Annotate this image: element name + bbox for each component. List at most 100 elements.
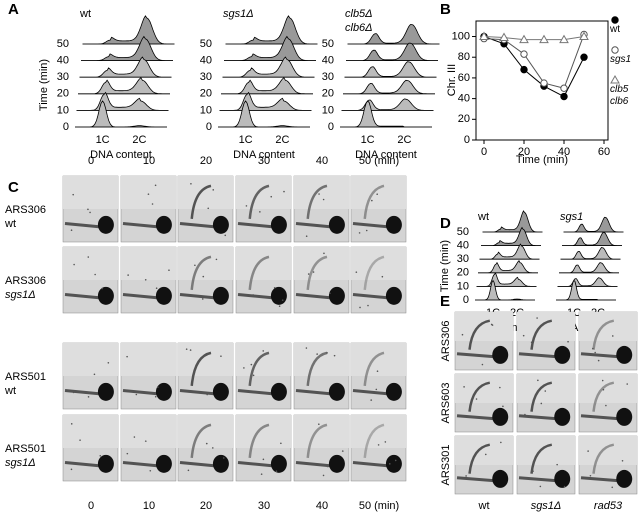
gel-dot bbox=[207, 207, 210, 210]
marker bbox=[610, 74, 620, 84]
gel-dot bbox=[358, 232, 361, 234]
gel-arc bbox=[248, 184, 270, 220]
gel-shade bbox=[121, 415, 176, 448]
gel-dot bbox=[93, 373, 96, 376]
gel-spot bbox=[97, 215, 114, 234]
gel-dot bbox=[376, 370, 379, 373]
gel-dot bbox=[70, 423, 73, 425]
gel-image bbox=[62, 414, 119, 482]
row-label: ARS501 bbox=[5, 443, 46, 455]
gel-dot bbox=[532, 470, 534, 472]
gel-image bbox=[235, 342, 292, 410]
histogram-trace bbox=[225, 15, 318, 45]
gel-shade bbox=[517, 436, 575, 465]
gel-image bbox=[235, 414, 292, 482]
gel-shade bbox=[579, 436, 637, 465]
gel-dot bbox=[359, 306, 361, 309]
gel-dot bbox=[147, 193, 150, 195]
gel-shade bbox=[351, 343, 406, 376]
gel-dot bbox=[365, 229, 368, 232]
column-label: 10 bbox=[143, 155, 155, 167]
histogram-trace bbox=[75, 100, 167, 128]
gel-image bbox=[62, 342, 119, 410]
gel-shade bbox=[351, 247, 406, 280]
gel-dot bbox=[307, 273, 310, 275]
gel-dot bbox=[316, 353, 318, 355]
gel-dot bbox=[273, 287, 276, 289]
gel-spot bbox=[554, 407, 571, 426]
y-tick-label: 10 bbox=[200, 104, 212, 116]
gel-dot bbox=[381, 275, 384, 278]
gel-dot bbox=[187, 469, 190, 472]
gel-spot bbox=[385, 382, 402, 401]
histogram-trace bbox=[476, 272, 537, 287]
y-tick-label: 80 bbox=[458, 51, 470, 63]
histogram-trace bbox=[560, 247, 621, 260]
gel-spot bbox=[97, 454, 114, 473]
y-axis-label: Chr. III bbox=[446, 64, 458, 96]
marker bbox=[479, 31, 489, 41]
gel-dot bbox=[481, 363, 484, 366]
column-label: 20 bbox=[200, 155, 212, 167]
gel-dot bbox=[94, 273, 96, 276]
gel-dot bbox=[126, 452, 129, 455]
x-tick-label: 2C bbox=[275, 134, 289, 146]
gel-dot bbox=[567, 340, 569, 343]
marker bbox=[539, 34, 549, 44]
legend-entry: clb5 clb6 bbox=[610, 84, 628, 107]
y-tick-label: 20 bbox=[322, 88, 334, 100]
gel-dot bbox=[101, 287, 103, 290]
gel-dot bbox=[341, 450, 344, 452]
gel-dot bbox=[594, 351, 596, 354]
histogram-trace bbox=[343, 79, 435, 95]
gel-spot bbox=[155, 215, 172, 234]
x-tick-label: 0 bbox=[481, 146, 487, 158]
gel-spot bbox=[212, 286, 229, 305]
row-label: wt bbox=[4, 385, 16, 397]
row-label: ARS306 bbox=[5, 275, 46, 287]
gel-image bbox=[177, 246, 234, 314]
gel-dot bbox=[611, 335, 614, 337]
histogram-trace bbox=[556, 279, 616, 301]
y-tick-label: 10 bbox=[457, 280, 469, 292]
gel-dot bbox=[305, 347, 308, 349]
gel-arc bbox=[190, 184, 212, 220]
gel-dot bbox=[99, 454, 102, 457]
gel-arc bbox=[530, 443, 553, 474]
marker bbox=[519, 34, 529, 44]
histogram-trace bbox=[341, 98, 434, 111]
panel-label: E bbox=[440, 293, 450, 310]
column-label: 0 bbox=[88, 155, 94, 167]
gel-dot bbox=[270, 195, 273, 198]
gel-spot bbox=[492, 345, 509, 364]
gel-spot bbox=[492, 469, 509, 488]
gel-shade bbox=[351, 415, 406, 448]
gel-dot bbox=[611, 486, 614, 489]
gel-spot bbox=[616, 345, 633, 364]
column-label: 50 (min) bbox=[359, 155, 399, 167]
gel-spot bbox=[270, 382, 287, 401]
gel-image bbox=[578, 435, 638, 495]
gel-image bbox=[62, 175, 119, 243]
gel-image bbox=[454, 373, 514, 433]
x-axis-label: DNA content bbox=[90, 149, 152, 161]
gel-dot bbox=[215, 258, 218, 261]
gel-dot bbox=[260, 473, 263, 475]
gel-dot bbox=[602, 388, 605, 391]
gel-spot bbox=[328, 382, 345, 401]
gel-image bbox=[516, 373, 576, 433]
gel-arc bbox=[468, 319, 491, 350]
x-tick-label: 1C bbox=[239, 134, 253, 146]
gel-dot bbox=[154, 395, 157, 398]
gel-dot bbox=[597, 359, 600, 362]
legend-entry: sgs1 bbox=[610, 54, 631, 65]
gel-dot bbox=[206, 393, 208, 396]
gel-dot bbox=[283, 190, 285, 193]
y-tick-label: 0 bbox=[63, 121, 69, 133]
histogram-trace bbox=[340, 100, 432, 128]
gel-dot bbox=[355, 271, 358, 273]
histogram-trace bbox=[82, 15, 175, 45]
gel-dot bbox=[250, 363, 253, 366]
gel-dot bbox=[70, 229, 73, 232]
x-axis-label: DNA content bbox=[355, 149, 417, 161]
